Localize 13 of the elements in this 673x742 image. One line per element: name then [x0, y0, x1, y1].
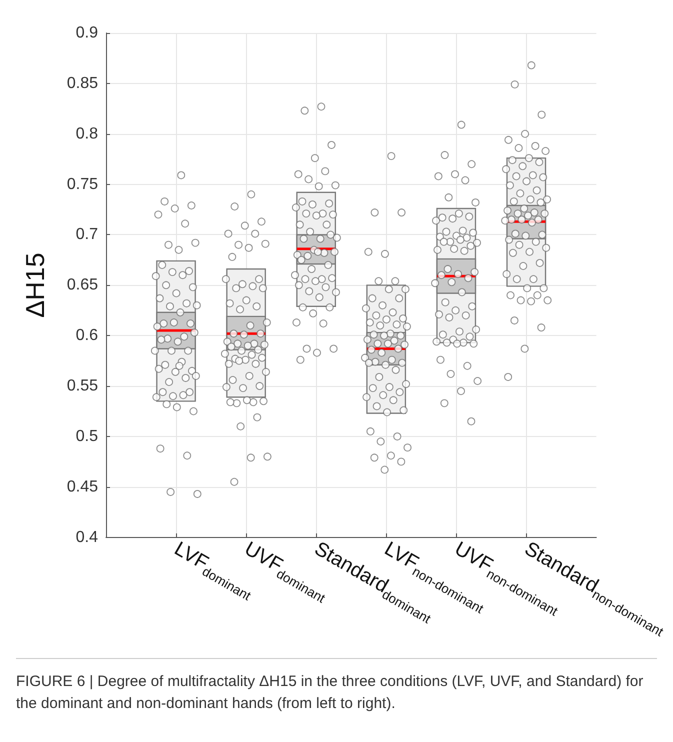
y-tick-label: 0.6	[76, 327, 98, 344]
y-tick-label: 0.9	[76, 24, 98, 42]
y-tick-label: 0.85	[66, 74, 98, 92]
caption: FIGURE 6 | Degree of multifractality ΔH15 in the three conditions (LVF, UVF, and Standard) for the dominant and non-dominant hands (from left to right).	[16, 658, 657, 715]
y-axis-title: ΔH15	[20, 252, 50, 318]
y-tick-label: 0.4	[76, 528, 98, 546]
y-tick-label: 0.55	[66, 378, 98, 395]
y-tick-label: 0.65	[66, 276, 98, 294]
y-tick-label: 0.5	[76, 428, 98, 445]
y-tick-label: 0.45	[66, 478, 98, 496]
y-tick-label: 0.8	[76, 125, 98, 142]
y-tick-label: 0.75	[66, 176, 98, 193]
y-tick-label: 0.7	[76, 226, 98, 244]
